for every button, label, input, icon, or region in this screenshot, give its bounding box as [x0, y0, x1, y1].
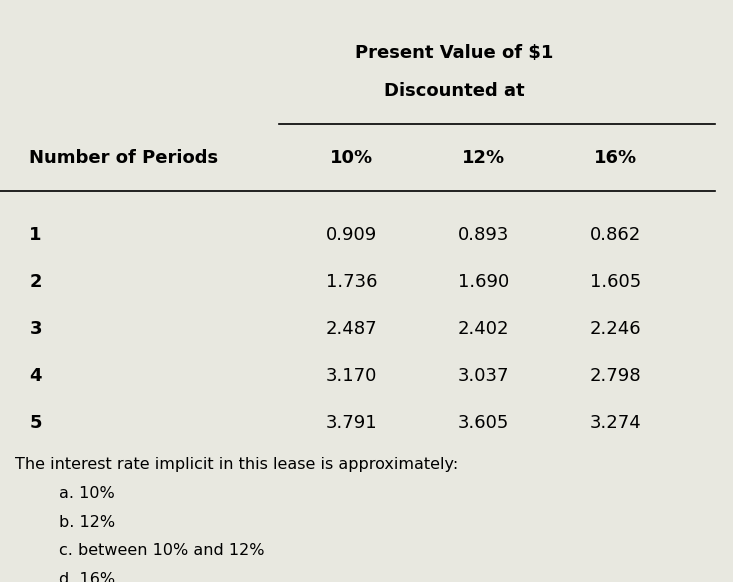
- Text: a. 10%: a. 10%: [59, 486, 114, 501]
- Text: Number of Periods: Number of Periods: [29, 148, 218, 166]
- Text: 0.909: 0.909: [326, 226, 377, 244]
- Text: d. 16%: d. 16%: [59, 572, 115, 582]
- Text: 0.862: 0.862: [590, 226, 641, 244]
- Text: Discounted at: Discounted at: [384, 82, 525, 100]
- Text: 10%: 10%: [331, 148, 373, 166]
- Text: 1: 1: [29, 226, 42, 244]
- Text: The interest rate implicit in this lease is approximately:: The interest rate implicit in this lease…: [15, 457, 458, 472]
- Text: b. 12%: b. 12%: [59, 514, 115, 530]
- Text: 1.605: 1.605: [590, 273, 641, 291]
- Text: 3.170: 3.170: [326, 367, 377, 385]
- Text: 3.791: 3.791: [326, 414, 377, 432]
- Text: 1.736: 1.736: [326, 273, 377, 291]
- Text: 2.402: 2.402: [458, 320, 509, 338]
- Text: c. between 10% and 12%: c. between 10% and 12%: [59, 543, 264, 558]
- Text: 2.246: 2.246: [590, 320, 641, 338]
- Text: 3.037: 3.037: [458, 367, 509, 385]
- Text: 4: 4: [29, 367, 42, 385]
- Text: 0.893: 0.893: [458, 226, 509, 244]
- Text: 12%: 12%: [463, 148, 505, 166]
- Text: 16%: 16%: [594, 148, 637, 166]
- Text: 1.690: 1.690: [458, 273, 509, 291]
- Text: 3.605: 3.605: [458, 414, 509, 432]
- Text: 2.487: 2.487: [326, 320, 377, 338]
- Text: 3.274: 3.274: [590, 414, 641, 432]
- Text: Present Value of $1: Present Value of $1: [356, 44, 553, 62]
- Text: 2.798: 2.798: [590, 367, 641, 385]
- Text: 2: 2: [29, 273, 42, 291]
- Text: 3: 3: [29, 320, 42, 338]
- Text: 5: 5: [29, 414, 42, 432]
